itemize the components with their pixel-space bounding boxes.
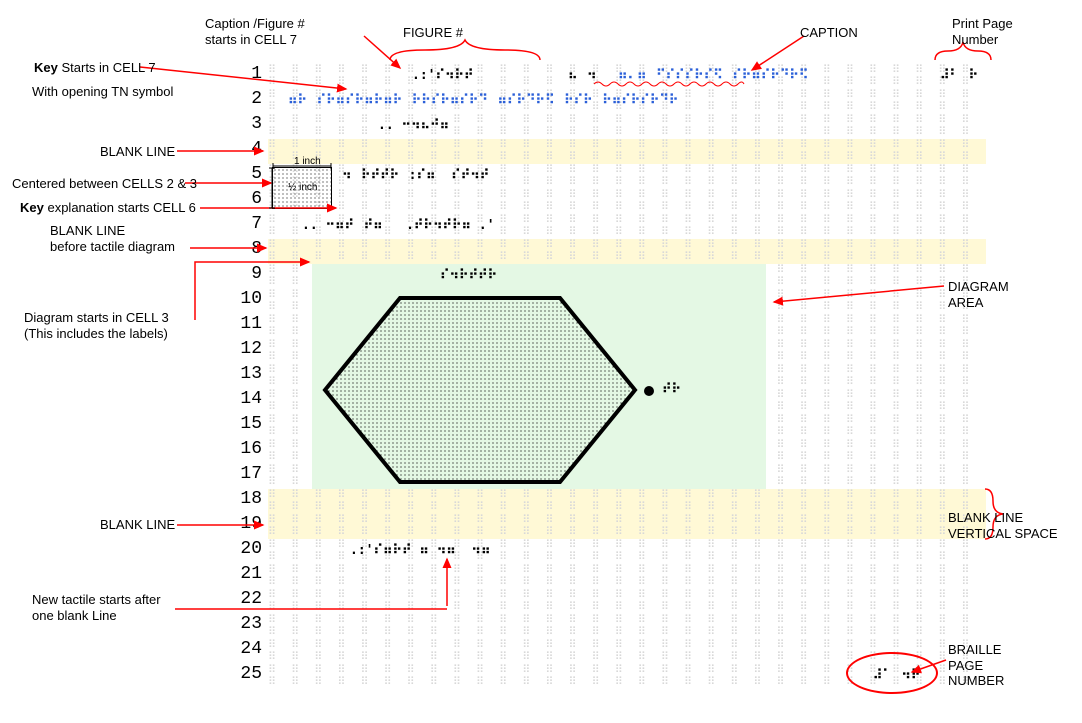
row-number: 7 (234, 214, 262, 234)
arrow-elbow (444, 555, 450, 610)
braille-dark: ⠼⠃⠀⠗ (940, 68, 978, 83)
annotation-print_page: Print PageNumber (952, 16, 1013, 47)
row-number: 18 (234, 489, 262, 509)
annotation-blank_vert: BLANK LINEVERTICAL SPACE (948, 510, 1058, 541)
row-number: 12 (234, 339, 262, 359)
diagram-container: 1⠿ ⠿ ⠿ ⠿ ⠿ ⠿ ⠿ ⠿ ⠿ ⠿ ⠿ ⠿ ⠿ ⠿ ⠿ ⠿ ⠿ ⠿ ⠿ ⠿… (10, 10, 1072, 713)
annotation-cells23: Centered between CELLS 2 & 3 (12, 176, 197, 192)
annotation-blank_before: BLANK LINEbefore tactile diagram (50, 223, 175, 254)
arrow-elbow (195, 258, 315, 326)
arrow (908, 660, 950, 676)
arrow (364, 36, 404, 72)
row-number: 17 (234, 464, 262, 484)
braille-blue: ⠶⠗⠀⠎⠗⠶⠎⠗⠶⠗⠶⠗⠀⠗⠗⠎⠗⠶⠎⠗⠙⠀⠶⠎⠗⠙⠗⠫⠀⠗⠎⠗⠀⠗⠶⠎⠗⠎⠗⠙… (288, 93, 678, 108)
annotation-tn_symbol: With opening TN symbol (32, 84, 173, 100)
arrow (177, 148, 267, 154)
row-number: 20 (234, 539, 262, 559)
annotation-blank2: BLANK LINE (100, 517, 175, 533)
annotation-braille_page: BRAILLEPAGENUMBER (948, 642, 1004, 689)
row-number: 21 (234, 564, 262, 584)
braille-row-bg: ⠿ ⠿ ⠿ ⠿ ⠿ ⠿ ⠿ ⠿ ⠿ ⠿ ⠿ ⠿ ⠿ ⠿ ⠿ ⠿ ⠿ ⠿ ⠿ ⠿ … (268, 564, 986, 588)
annotation-blank1: BLANK LINE (100, 144, 175, 160)
arrow (190, 245, 270, 251)
annotation-diagram_starts: Diagram starts in CELL 3(This includes t… (24, 310, 169, 341)
braille-row-bg: ⠿ ⠿ ⠿ ⠿ ⠿ ⠿ ⠿ ⠿ ⠿ ⠿ ⠿ ⠿ ⠿ ⠿ ⠿ ⠿ ⠿ ⠿ ⠿ ⠿ … (268, 514, 986, 538)
braille-row-bg: ⠿ ⠿ ⠿ ⠿ ⠿ ⠿ ⠿ ⠿ ⠿ ⠿ ⠿ ⠿ ⠿ ⠿ ⠿ ⠿ ⠿ ⠿ ⠿ ⠿ … (268, 239, 986, 263)
arrow (177, 522, 267, 528)
braille-label-cn: ⠞⠗ (662, 382, 681, 397)
arrow-elbow (175, 606, 448, 612)
braille-dark: .:'⠎⠲⠗⠞ (412, 68, 474, 83)
braille-dark: .. ⠒⠲⠦⠚⠶ (378, 118, 449, 133)
braille-dark: .. ⠒⠶⠞⠀⠞⠶ .⠞⠗⠲⠞⠗⠶ .' (302, 218, 495, 233)
row-number: 23 (234, 614, 262, 634)
annotation-caption: CAPTION (800, 25, 858, 41)
row-number: 24 (234, 639, 262, 659)
braille-row-bg: ⠿ ⠿ ⠿ ⠿ ⠿ ⠿ ⠿ ⠿ ⠿ ⠿ ⠿ ⠿ ⠿ ⠿ ⠿ ⠿ ⠿ ⠿ ⠿ ⠿ … (268, 139, 986, 163)
row-number: 14 (234, 389, 262, 409)
row-number: 3 (234, 114, 262, 134)
row-number: 16 (234, 439, 262, 459)
underline-caption (594, 80, 744, 88)
brace-figure-num (390, 40, 540, 62)
row-number: 13 (234, 364, 262, 384)
arrow (770, 286, 948, 306)
center-dot (644, 386, 654, 396)
row-number: 25 (234, 664, 262, 684)
annotation-half_inch: ½ inch (288, 182, 317, 193)
annotation-diagram_area: DIAGRAMAREA (948, 279, 1009, 310)
braille-label-top: ⠎⠲⠗⠞⠞⠗ (440, 268, 497, 283)
braille-row-bg: ⠿ ⠿ ⠿ ⠿ ⠿ ⠿ ⠿ ⠿ ⠿ ⠿ ⠿ ⠿ ⠿ ⠿ ⠿ ⠿ ⠿ ⠿ ⠿ ⠿ … (268, 114, 986, 138)
braille-dark: ⠦⠀⠲ (568, 68, 597, 83)
braille-row-bg: ⠿ ⠿ ⠿ ⠿ ⠿ ⠿ ⠿ ⠿ ⠿ ⠿ ⠿ ⠿ ⠿ ⠿ ⠿ ⠿ ⠿ ⠿ ⠿ ⠿ … (268, 614, 986, 638)
annotation-caption_figure: Caption /Figure #starts in CELL 7 (205, 16, 305, 47)
arrow (748, 36, 808, 74)
braille-dark: .:'⠎⠶⠗⠞ ⠶ ⠲⠶ ⠲⠶ (350, 543, 490, 558)
annotation-one_inch: 1 inch (294, 156, 321, 167)
annotation-key_starts: Key Starts in CELL 7 (34, 60, 156, 76)
arrow (185, 180, 275, 186)
annotation-new_tactile: New tactile starts afterone blank Line (32, 592, 161, 623)
ruler (268, 167, 276, 209)
hexagon-shape (320, 290, 640, 498)
braille-row-bg: ⠿ ⠿ ⠿ ⠿ ⠿ ⠿ ⠿ ⠿ ⠿ ⠿ ⠿ ⠿ ⠿ ⠿ ⠿ ⠿ ⠿ ⠿ ⠿ ⠿ … (268, 189, 986, 213)
row-number: 15 (234, 414, 262, 434)
annotation-key_expl: Key explanation starts CELL 6 (20, 200, 196, 216)
annotation-figure_num: FIGURE # (403, 25, 463, 41)
braille-dark: ⠲⠀⠗⠞⠞⠗⠀:⠎⠶ ⠎⠞⠲⠞ (342, 168, 489, 183)
